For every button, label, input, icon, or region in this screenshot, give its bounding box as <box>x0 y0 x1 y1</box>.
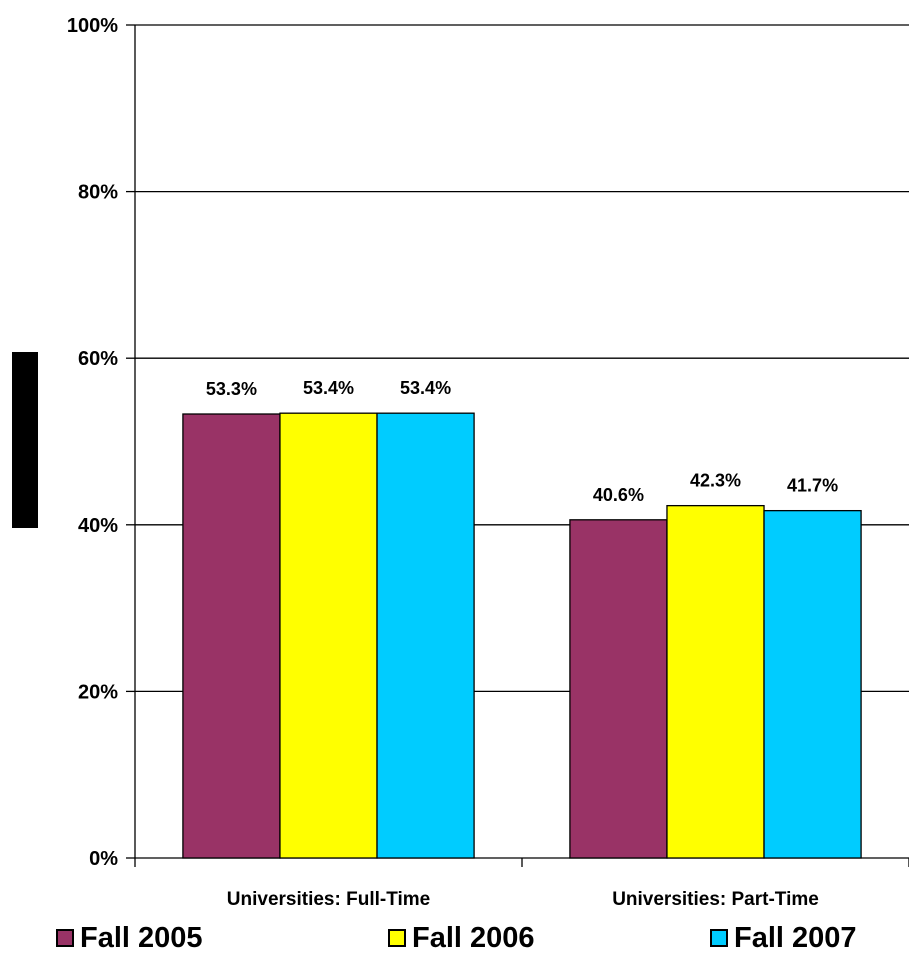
bar-fall-2007-cat-0 <box>376 412 475 859</box>
data-labels: 53.3% 53.4% 53.4% 40.6% 42.3% 41.7% <box>206 378 838 505</box>
data-label: 42.3% <box>690 471 741 491</box>
bars <box>182 412 862 859</box>
y-tick-label: 80% <box>78 182 118 204</box>
bar-chart: 0% 20% 40% 60% 80% 100% 53.3% 53.4% 53.4% 40.6% 4… <box>67 15 909 910</box>
data-label: 53.4% <box>400 378 451 398</box>
legend-label-series-2: Fall 2007 <box>734 922 857 954</box>
y-tick-label: 0% <box>89 848 118 870</box>
y-tick-label: 20% <box>78 681 118 703</box>
y-tick-label: 60% <box>78 348 118 370</box>
legend-swatch-series-2 <box>710 929 728 947</box>
y-tick-labels: 0% 20% 40% 60% 80% 100% <box>67 15 118 870</box>
bar-fall-2006-cat-0 <box>279 412 378 859</box>
legend-swatch-series-1 <box>388 929 406 947</box>
data-label: 53.4% <box>303 378 354 398</box>
legend: Fall 2005 Fall 2006 Fall 2007 <box>0 920 909 962</box>
bar-fall-2006-cat-1 <box>666 504 765 859</box>
legend-swatch-series-0 <box>56 929 74 947</box>
data-label: 53.3% <box>206 379 257 399</box>
bar-fall-2005-cat-1 <box>569 519 668 859</box>
legend-label-series-0: Fall 2005 <box>80 922 203 954</box>
category-label: Universities: Full-Time <box>227 889 430 910</box>
bar-fall-2007-cat-1 <box>763 509 862 859</box>
legend-item-series-1: Fall 2006 <box>388 920 535 956</box>
y-tick-label: 100% <box>67 15 118 37</box>
category-label: Universities: Part-Time <box>612 889 819 910</box>
legend-item-series-2: Fall 2007 <box>710 920 857 956</box>
legend-item-series-0: Fall 2005 <box>56 920 203 956</box>
bar-fall-2005-cat-0 <box>182 413 281 859</box>
data-label: 41.7% <box>787 476 838 496</box>
legend-label-series-1: Fall 2006 <box>412 922 535 954</box>
redacted-axis-label-block <box>12 352 38 528</box>
y-tick-label: 40% <box>78 515 118 537</box>
data-label: 40.6% <box>593 485 644 505</box>
category-labels: Universities: Full-Time Universities: Par… <box>227 889 819 910</box>
